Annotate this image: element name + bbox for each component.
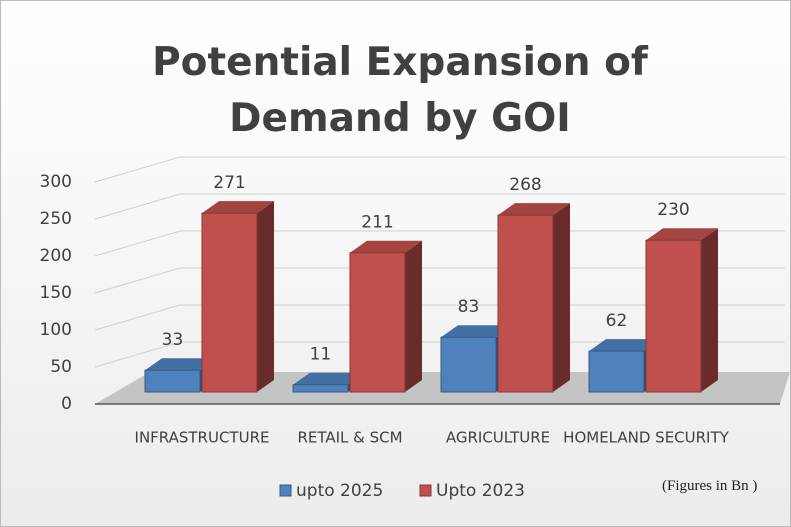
bar — [588, 350, 645, 393]
x-tick-label: HOMELAND SECURITY — [563, 429, 729, 447]
grid-line — [94, 230, 785, 257]
y-tick-label: 0 — [61, 394, 72, 414]
y-tick-label: 250 — [40, 209, 72, 229]
grid-line — [94, 156, 785, 183]
bar-side — [553, 203, 570, 392]
x-tick-label: AGRICULTURE — [446, 429, 550, 447]
legend-swatch — [279, 484, 292, 497]
y-tick-label: 300 — [40, 172, 72, 192]
bar-top — [145, 358, 217, 371]
bar-side — [701, 228, 718, 392]
grid-line — [94, 304, 785, 331]
x-tick-label: INFRASTRUCTURE — [135, 429, 270, 447]
grid-line — [94, 267, 785, 294]
bar — [440, 336, 497, 393]
y-tick-label: 50 — [50, 357, 72, 377]
legend-swatch — [419, 484, 432, 497]
value-label: 83 — [458, 297, 480, 317]
bar-side — [405, 240, 422, 392]
bar — [144, 369, 201, 393]
value-label: 230 — [657, 200, 689, 220]
legend-label: Upto 2023 — [436, 481, 525, 501]
grid-line — [94, 341, 785, 368]
bar — [201, 212, 258, 393]
bar-top — [350, 240, 422, 253]
value-label: 33 — [162, 330, 184, 350]
bar — [645, 239, 702, 393]
legend-label: upto 2025 — [296, 481, 383, 501]
annotation: (Figures in Bn ) — [662, 478, 758, 494]
value-label: 62 — [606, 311, 628, 331]
value-label: 271 — [213, 173, 245, 193]
bar-top — [498, 203, 570, 216]
bar-top — [293, 372, 365, 385]
bar-top — [441, 325, 513, 338]
bar-top — [646, 228, 718, 241]
y-tick-label: 100 — [40, 320, 72, 340]
value-label: 211 — [361, 213, 393, 233]
title-box: Potential Expansion of Demand by GOI — [152, 40, 648, 141]
bar-side — [257, 201, 274, 392]
value-label: 11 — [310, 345, 332, 365]
y-tick-label: 200 — [40, 246, 72, 266]
y-tick-label: 150 — [40, 283, 72, 303]
value-label: 268 — [509, 175, 541, 195]
x-tick-label: RETAIL & SCM — [297, 429, 402, 447]
bar — [497, 214, 554, 393]
chart-title: Potential Expansion of Demand by GOI — [152, 40, 648, 141]
grid-line — [94, 193, 785, 220]
bar — [349, 252, 406, 393]
bar — [292, 384, 349, 393]
bar-top — [589, 339, 661, 352]
bar-top — [202, 201, 274, 214]
